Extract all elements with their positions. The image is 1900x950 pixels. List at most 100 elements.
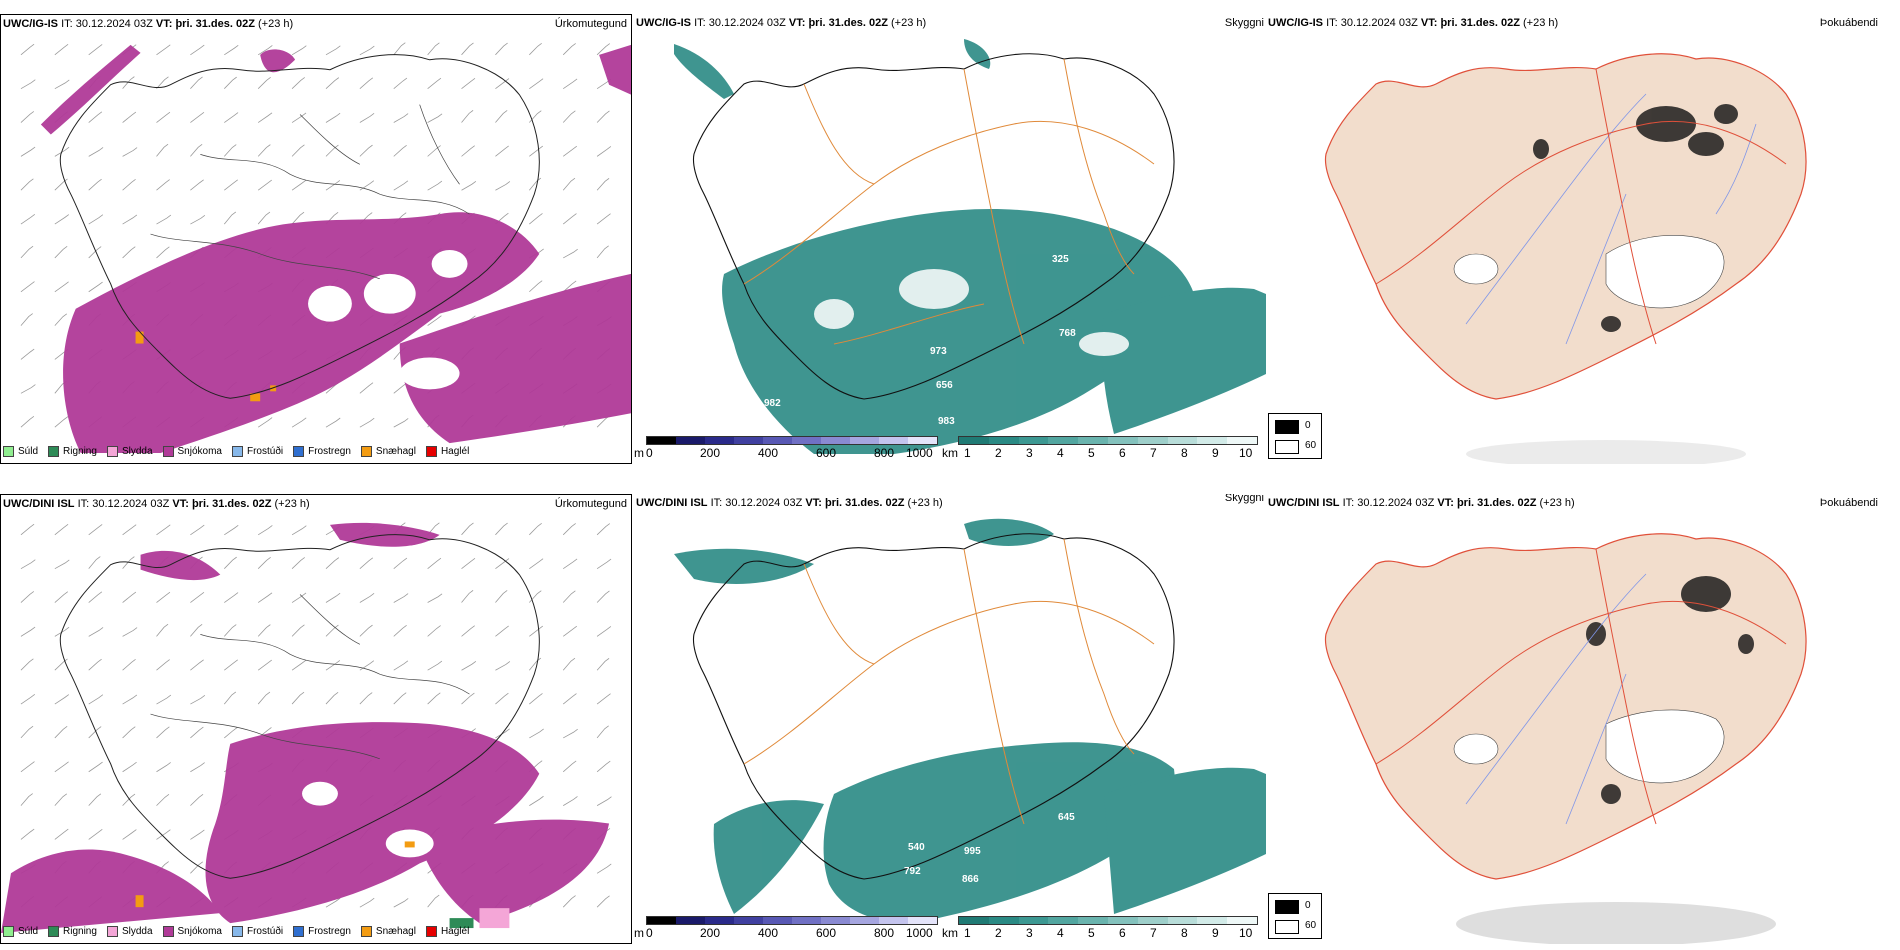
wind-barb [20,213,36,225]
wind-barb [427,522,440,536]
wind-barb [190,762,205,773]
wind-barb [495,181,511,191]
legend-swatch [106,446,118,457]
fog-map [1324,533,1807,944]
wind-barb [122,214,138,225]
wind-barb [495,625,509,637]
height-tick: 400 [758,926,779,940]
wind-barb [596,863,612,874]
legend-swatch [3,926,14,937]
wind-barb [359,45,375,56]
visibility-value: 840 [1064,408,1081,419]
wind-barb [562,523,576,536]
wind-barb [562,590,576,603]
wind-barb [88,694,104,705]
wind-barb [596,523,611,536]
wind-barb [20,559,36,570]
wind-barb [20,828,35,840]
visibility-value: 656 [936,380,953,391]
wind-barb [54,694,70,705]
legend-item: Súld [3,926,38,937]
wind-barb [190,112,205,123]
legend-swatch [231,446,243,457]
cloud-legend-1: 0 60 [1268,413,1322,459]
visibility-value: 325 [1052,254,1069,265]
inland-contours [150,104,470,280]
wind-barb [461,557,476,569]
wind-barb [257,624,271,637]
iceland-land [1324,53,1807,400]
wind-barb [122,726,136,739]
visibility-tick: 10 [1239,446,1253,460]
wind-barb [156,659,170,671]
road-network [743,538,1155,825]
legend-item: Frostregn [293,926,351,937]
wind-barb [427,660,443,671]
legend-item: Rigning [48,926,97,937]
wind-barb [20,591,35,603]
wind-barb [529,78,544,89]
wind-barb [54,146,70,157]
visibility-tick: 5 [1088,446,1095,460]
wind-barb [427,593,443,603]
wind-barb [495,42,508,56]
legend-item: Frostregn [293,446,351,457]
precip-title: Úrkomutegund [554,498,627,510]
wind-barb [122,246,136,259]
wind-barb [223,624,237,637]
wind-barb [596,796,612,806]
iceland-coastline [59,54,540,399]
wind-barb [122,111,137,123]
wind-barb [122,76,135,89]
wind-barb [156,111,171,123]
height-tick: 800 [874,446,895,460]
wind-barb [393,113,409,123]
wind-barb [325,112,341,123]
wind-barb [20,313,33,326]
visibility-tick: 4 [1057,446,1064,460]
wind-barb [88,627,104,637]
wind-barb [88,214,104,225]
legend-swatch [231,926,243,937]
wind-barb [190,694,206,705]
wind-barb [495,728,510,739]
wind-barb [257,179,272,191]
snow-holes [308,249,468,390]
wind-barb [88,556,101,569]
wind-barb [427,145,441,157]
wind-barb [427,42,440,56]
wind-barb [88,111,103,123]
wind-barb [190,861,203,874]
wind-barb [596,558,612,570]
wind-barb [393,77,408,89]
wind-barb [359,144,373,157]
visibility-map: 325 768 973 656 983 982 876 840 [674,39,1266,454]
visibility-values: 325 768 973 656 983 982 876 840 [764,254,1099,427]
panel-header: UWC/DINI ISL IT: 30.12.2024 03Z VT: þri.… [636,497,943,509]
glacier-white [1453,709,1725,784]
wind-barb [596,245,609,259]
wind-barb [393,557,408,569]
wind-barb [88,44,103,56]
height-tick: 600 [816,446,837,460]
wind-barb [461,590,474,603]
wind-barb [495,558,510,569]
height-tick: 0 [646,446,653,460]
wind-barb [393,692,407,705]
wind-barb [562,895,576,908]
wind-barb [596,760,611,773]
high-visibility-gaps [814,269,1129,356]
wind-barb [54,559,70,570]
wind-barb [257,691,271,705]
height-tick: 1000 [906,926,933,940]
wind-barb [359,113,375,123]
legend-swatch [360,926,372,937]
wind-barb [257,417,273,428]
wind-barb [427,113,443,123]
wind-barb [596,658,610,671]
height-tick: 200 [700,446,721,460]
wind-barb [54,246,68,259]
wind-barb [495,145,509,157]
wind-barb [359,624,373,637]
visibility-tick: 9 [1212,926,1219,940]
